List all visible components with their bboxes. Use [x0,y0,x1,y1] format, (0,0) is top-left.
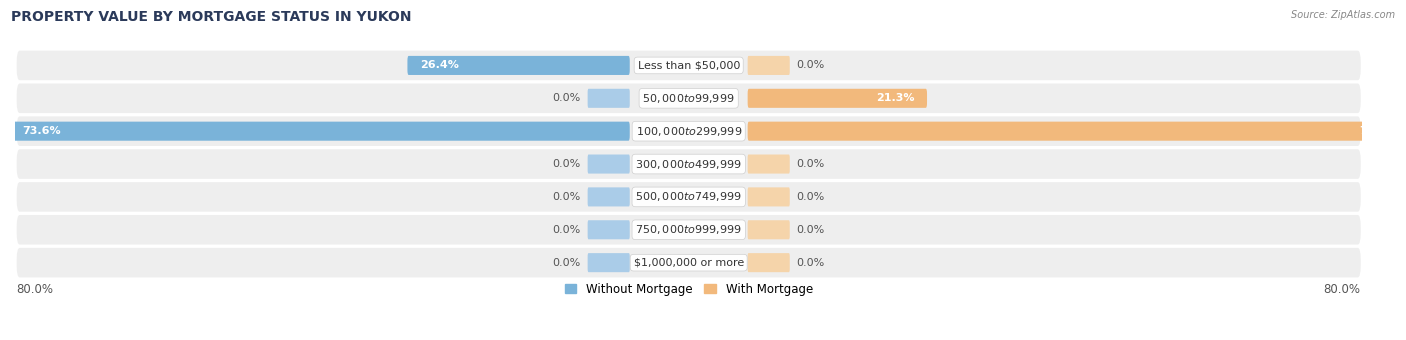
FancyBboxPatch shape [588,220,630,239]
Text: $500,000 to $749,999: $500,000 to $749,999 [636,190,742,203]
Text: 80.0%: 80.0% [17,283,53,296]
Text: 0.0%: 0.0% [553,225,581,235]
FancyBboxPatch shape [10,122,630,141]
FancyBboxPatch shape [748,56,790,75]
FancyBboxPatch shape [748,187,790,206]
Text: 0.0%: 0.0% [553,93,581,103]
Text: $100,000 to $299,999: $100,000 to $299,999 [636,125,742,138]
Text: Less than $50,000: Less than $50,000 [637,61,740,70]
FancyBboxPatch shape [748,154,790,174]
Text: PROPERTY VALUE BY MORTGAGE STATUS IN YUKON: PROPERTY VALUE BY MORTGAGE STATUS IN YUK… [11,10,412,24]
FancyBboxPatch shape [17,215,1361,244]
FancyBboxPatch shape [588,253,630,272]
Text: $50,000 to $99,999: $50,000 to $99,999 [643,92,735,105]
Text: 21.3%: 21.3% [876,93,914,103]
Text: 0.0%: 0.0% [796,225,825,235]
Text: 0.0%: 0.0% [796,192,825,202]
Text: 78.7%: 78.7% [1360,126,1398,136]
Legend: Without Mortgage, With Mortgage: Without Mortgage, With Mortgage [560,278,817,301]
Text: $1,000,000 or more: $1,000,000 or more [634,258,744,268]
FancyBboxPatch shape [588,154,630,174]
FancyBboxPatch shape [748,122,1406,141]
Text: 80.0%: 80.0% [1323,283,1361,296]
FancyBboxPatch shape [748,220,790,239]
Text: 0.0%: 0.0% [796,61,825,70]
Text: 0.0%: 0.0% [553,159,581,169]
FancyBboxPatch shape [408,56,630,75]
FancyBboxPatch shape [17,182,1361,212]
Text: 0.0%: 0.0% [553,258,581,268]
FancyBboxPatch shape [17,84,1361,113]
FancyBboxPatch shape [588,187,630,206]
FancyBboxPatch shape [17,116,1361,146]
Text: 73.6%: 73.6% [22,126,62,136]
Text: 26.4%: 26.4% [420,61,458,70]
Text: $300,000 to $499,999: $300,000 to $499,999 [636,157,742,171]
Text: 0.0%: 0.0% [796,159,825,169]
Text: $750,000 to $999,999: $750,000 to $999,999 [636,223,742,236]
Text: Source: ZipAtlas.com: Source: ZipAtlas.com [1291,10,1395,20]
Text: 0.0%: 0.0% [796,258,825,268]
FancyBboxPatch shape [748,89,927,108]
FancyBboxPatch shape [17,51,1361,80]
FancyBboxPatch shape [588,89,630,108]
FancyBboxPatch shape [17,149,1361,179]
Text: 0.0%: 0.0% [553,192,581,202]
FancyBboxPatch shape [748,253,790,272]
FancyBboxPatch shape [17,248,1361,277]
